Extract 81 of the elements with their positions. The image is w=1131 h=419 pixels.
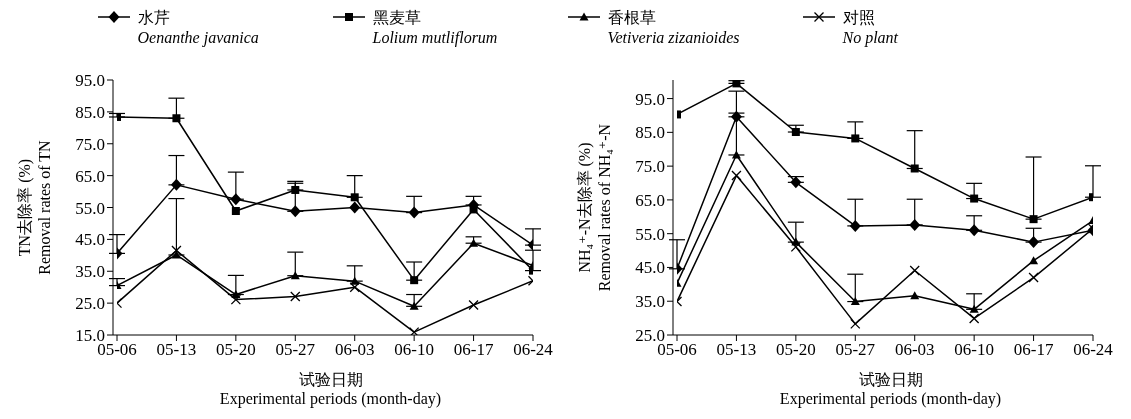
point <box>1029 215 1038 224</box>
y-tick-label: 55.0 <box>75 198 105 218</box>
point <box>909 265 920 276</box>
point <box>171 245 182 256</box>
x-tick-label: 06-03 <box>334 340 375 360</box>
x-tick-label: 06-17 <box>453 340 494 360</box>
point <box>850 318 861 329</box>
y-tick-label: 45.0 <box>635 258 665 278</box>
y-axis-title: NH₄⁺-N去除率 (%) Removal rates of NH₄⁺-N <box>576 123 613 292</box>
legend-label: 黑麦草 Lolium mutliflorum <box>372 8 498 48</box>
point <box>350 193 359 202</box>
point <box>172 114 181 123</box>
y-tick-label: 35.0 <box>75 262 105 282</box>
x-tick-label: 05-27 <box>835 340 876 360</box>
x-tick-label: 06-10 <box>394 340 434 360</box>
point <box>231 207 240 216</box>
point <box>790 176 802 189</box>
point <box>851 134 860 143</box>
y-tick-label: 85.0 <box>75 102 105 122</box>
y-tick-label: 95.0 <box>635 89 665 109</box>
legend-label: 对照 No plant <box>842 8 899 48</box>
y-tick-label: 45.0 <box>75 230 105 250</box>
y-axis-title: TN去除率 (%) Removal rates of TN <box>16 139 53 275</box>
point <box>731 170 742 181</box>
point <box>170 178 182 191</box>
point <box>730 110 742 123</box>
point <box>970 194 979 203</box>
point <box>469 238 479 247</box>
x-tick-label: 06-03 <box>894 340 935 360</box>
x-tick-label: 05-20 <box>216 340 256 360</box>
x-tick-label: 06-24 <box>1073 340 1114 360</box>
point <box>968 224 980 237</box>
point <box>910 164 919 173</box>
point <box>230 193 242 206</box>
x-tick-label: 06-17 <box>1013 340 1054 360</box>
y-tick-label: 35.0 <box>635 292 665 312</box>
point <box>850 297 860 306</box>
point <box>230 294 242 305</box>
y-tick-label: 25.0 <box>75 294 105 314</box>
x-axis-title: 试验日期 Experimental periods (month-day) <box>778 370 1003 408</box>
y-tick-label: 75.0 <box>75 134 105 154</box>
y-tick-label: 75.0 <box>635 157 665 177</box>
point <box>290 271 300 280</box>
y-tick-label: 55.0 <box>635 224 665 244</box>
x-tick-label: 05-13 <box>156 340 197 360</box>
point <box>1028 236 1040 249</box>
point <box>349 201 361 214</box>
y-tick-label: 65.0 <box>635 190 665 210</box>
point <box>909 218 921 231</box>
point <box>968 313 980 324</box>
point <box>1029 256 1039 265</box>
point <box>290 291 301 302</box>
x-tick-label: 05-27 <box>275 340 316 360</box>
x-axis-title: 试验日期 Experimental periods (month-day) <box>218 370 443 408</box>
point <box>1028 272 1039 283</box>
point <box>409 301 419 310</box>
x-tick-label: 06-24 <box>513 340 554 360</box>
x-tick-label: 06-10 <box>954 340 994 360</box>
y-tick-label: 85.0 <box>635 123 665 143</box>
legend-label: 水芹 Oenanthe javanica <box>137 8 259 48</box>
point <box>408 326 420 335</box>
point <box>408 206 420 219</box>
point <box>732 80 741 88</box>
y-tick-label: 65.0 <box>75 166 105 186</box>
y-tick-label: 95.0 <box>75 71 105 91</box>
x-tick-label: 05-06 <box>97 340 137 360</box>
x-tick-label: 05-06 <box>657 340 697 360</box>
point <box>349 282 360 293</box>
point <box>410 276 419 285</box>
x-tick-label: 05-13 <box>716 340 757 360</box>
point <box>969 304 979 313</box>
point <box>790 241 802 252</box>
point <box>791 128 800 137</box>
point <box>910 291 920 300</box>
point <box>291 185 300 194</box>
point <box>849 219 861 232</box>
point <box>289 205 301 218</box>
x-tick-label: 05-20 <box>776 340 816 360</box>
point <box>469 205 478 214</box>
point <box>468 299 479 311</box>
legend-label: 香根草 Vetiveria zizanioides <box>607 8 740 48</box>
